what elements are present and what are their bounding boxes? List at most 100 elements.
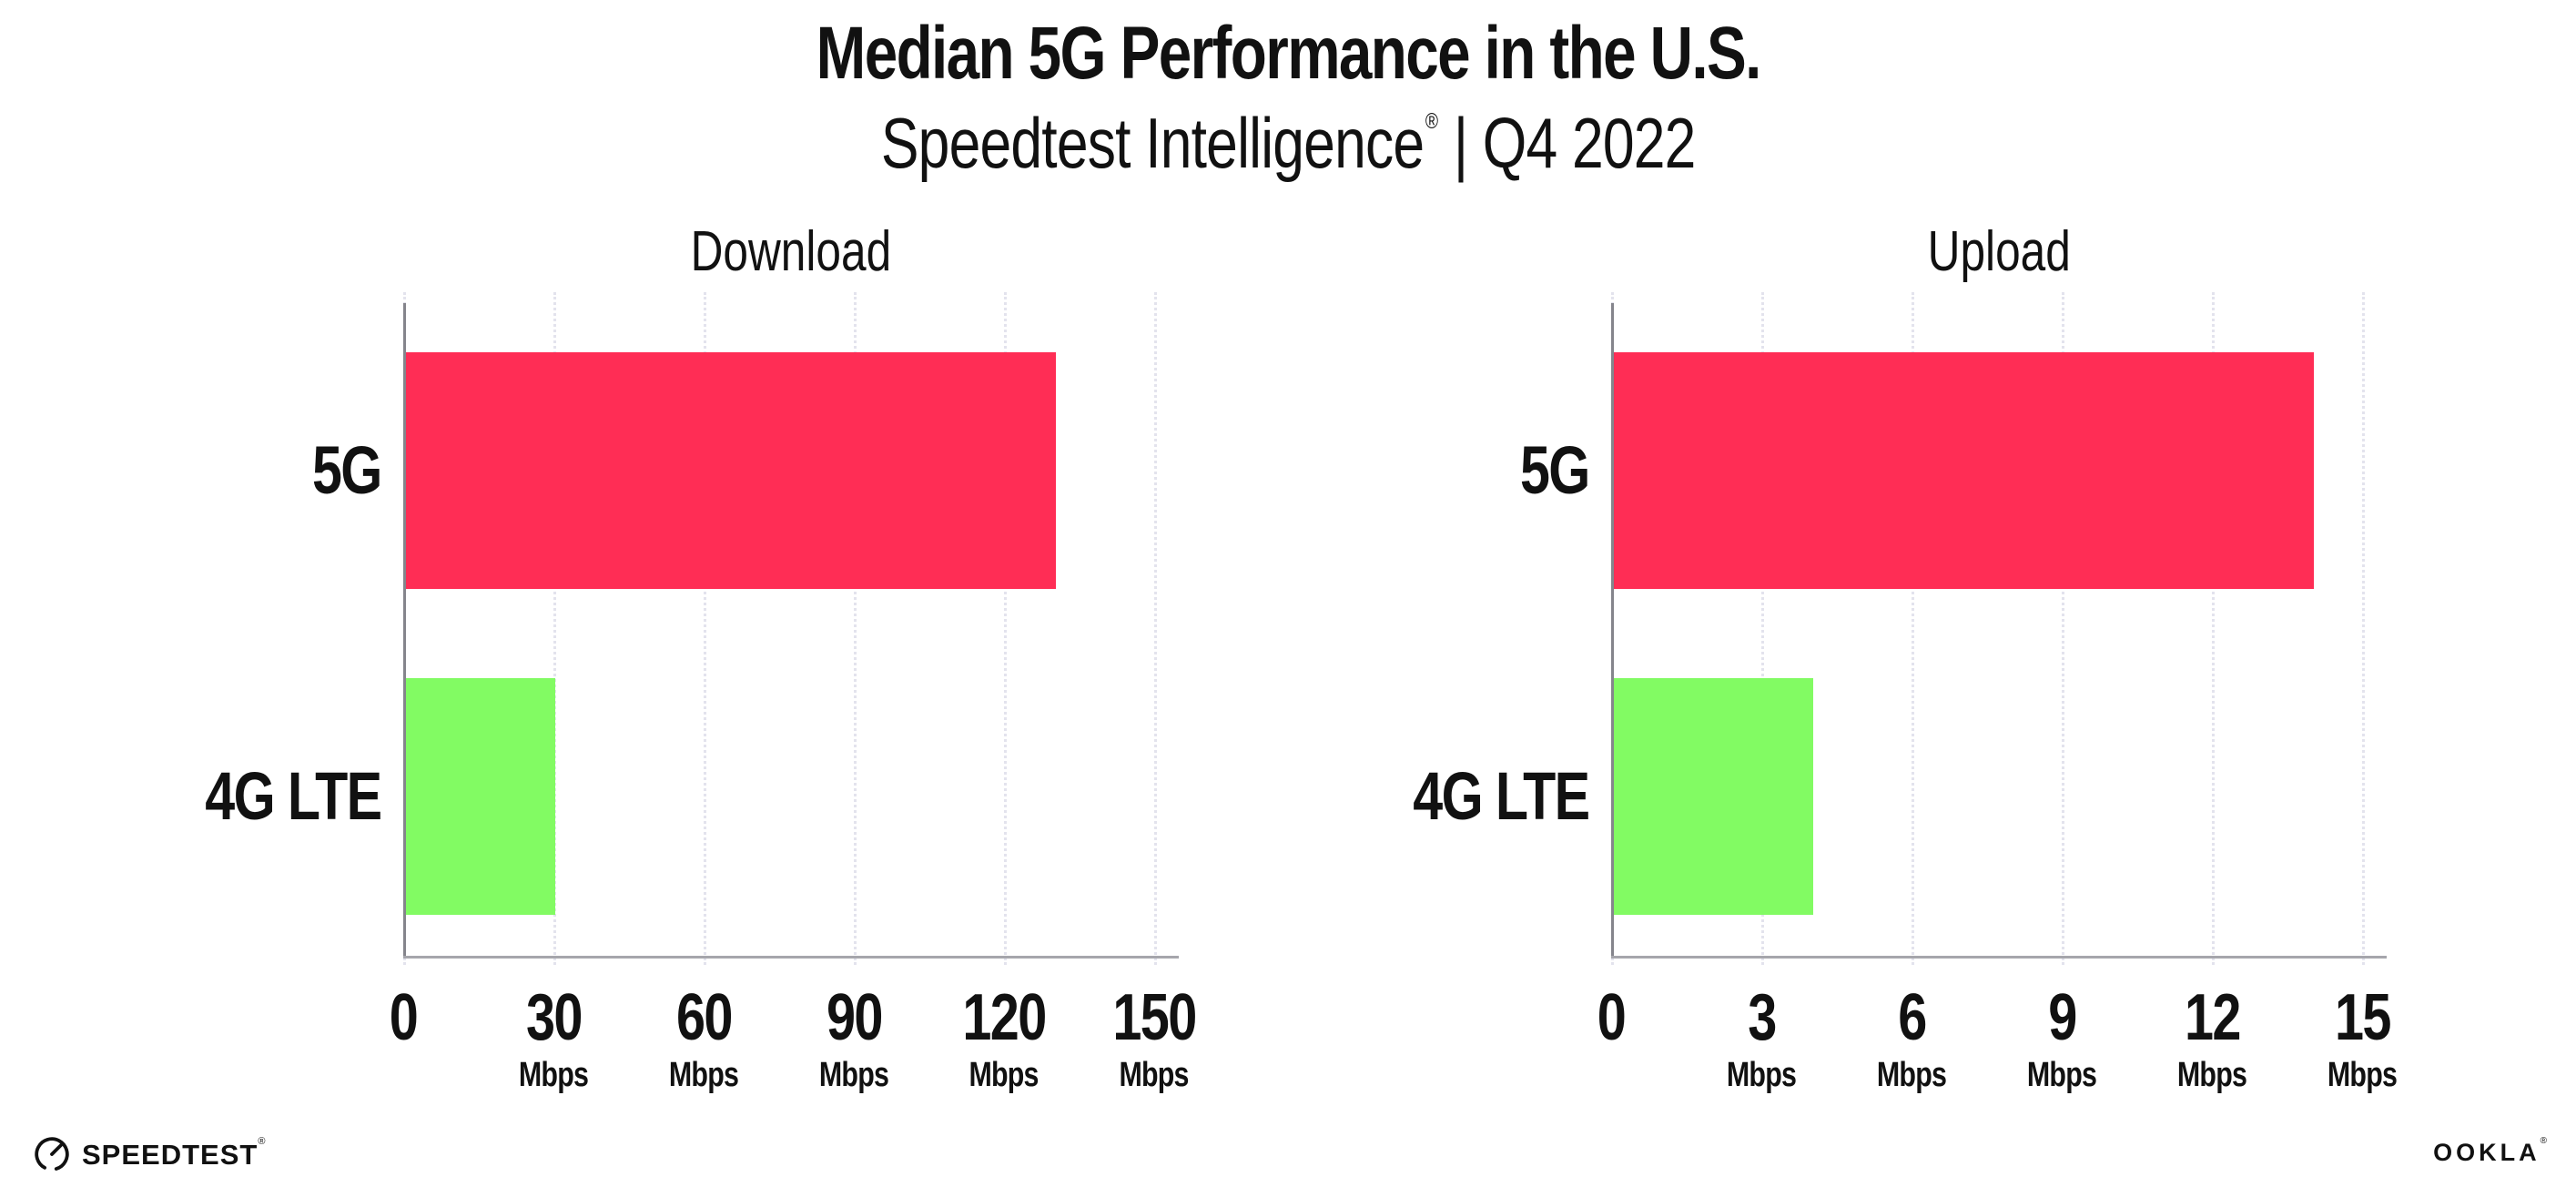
tick-label-15: 15 Mbps [2318, 985, 2405, 1092]
tick-label-30: 30 Mbps [510, 985, 596, 1092]
category-label-4g-lte: 4G LTE [1356, 678, 1591, 915]
tick-number: 9 [2018, 985, 2104, 1050]
tick-unit: Mbps [952, 1058, 1056, 1092]
tick-label-3: 3 Mbps [1718, 985, 1804, 1092]
gridline-30 [553, 292, 556, 965]
tick-unit-text: Mbps [1726, 1056, 1797, 1094]
tick-label-90: 90 Mbps [810, 985, 897, 1092]
tick-number-text: 0 [1597, 981, 1627, 1054]
tick-number: 15 [2318, 985, 2405, 1050]
bar-5g [405, 352, 1056, 589]
tick-unit: Mbps [2018, 1058, 2104, 1092]
category-text-4g-lte: 4G LTE [1413, 758, 1591, 834]
tick-unit-text: Mbps [518, 1056, 589, 1094]
tick-number-text: 0 [389, 981, 419, 1054]
bar-4g-lte [405, 678, 555, 915]
page-subtitle: Speedtest Intelligence® | Q4 2022 [0, 107, 2576, 178]
tick-unit: Mbps [1868, 1058, 1954, 1092]
tick-number: 12 [2168, 985, 2255, 1050]
tick-number: 150 [1102, 985, 1206, 1050]
tick-label-150: 150 Mbps [1102, 985, 1206, 1092]
bar-4g-lte [1613, 678, 1813, 915]
page-title-text: Median 5G Performance in the U.S. [816, 12, 1761, 95]
tick-number-text: 60 [675, 981, 733, 1054]
tick-unit: Mbps [1102, 1058, 1206, 1092]
upload-y-axis [1611, 303, 1614, 956]
tick-label-0: 0 [1594, 985, 1628, 1050]
tick-unit-text: Mbps [1119, 1056, 1190, 1094]
tick-unit-text: Mbps [668, 1056, 739, 1094]
tick-number-text: 150 [1112, 981, 1197, 1054]
gridline-60 [704, 292, 706, 965]
chart-title-upload-text: Upload [1927, 220, 2071, 283]
ookla-logo: OOKLA® [2433, 1137, 2547, 1166]
gridline-120 [1004, 292, 1007, 965]
registered-mark: ® [1425, 109, 1438, 134]
tick-number: 60 [660, 985, 746, 1050]
speedtest-trademark: ® [258, 1135, 267, 1147]
tick-number-text: 6 [1897, 981, 1927, 1054]
tick-label-12: 12 Mbps [2168, 985, 2255, 1092]
upload-x-axis [1611, 956, 2387, 959]
tick-number-text: 30 [525, 981, 583, 1054]
speedtest-wordmark-text: SPEEDTEST [82, 1138, 259, 1171]
upload-plot-area [1611, 292, 2387, 965]
category-text-5g: 5G [1520, 432, 1590, 508]
tick-unit-text: Mbps [1876, 1056, 1947, 1094]
tick-unit-text: Mbps [2327, 1056, 2398, 1094]
ookla-trademark: ® [2540, 1136, 2547, 1146]
gridline-12 [2212, 292, 2215, 965]
gridline-150 [1154, 292, 1157, 965]
tick-unit: Mbps [2168, 1058, 2255, 1092]
gridline-3 [1761, 292, 1764, 965]
chart-title-download-text: Download [690, 220, 892, 283]
subtitle-brand: Speedtest Intelligence [880, 103, 1425, 183]
download-x-axis [403, 956, 1179, 959]
tick-label-120: 120 Mbps [952, 985, 1056, 1092]
tick-unit-text: Mbps [969, 1056, 1040, 1094]
ookla-wordmark-text: OOKLA [2433, 1139, 2541, 1166]
tick-unit-text: Mbps [818, 1056, 889, 1094]
bar-5g [1613, 352, 2314, 589]
upload-chart: Upload 0 3 Mbps 6 Mbps 9 Mbps 12 Mbps 15 Mbps 5G 4G … [1356, 218, 2567, 1138]
category-label-5g: 5G [148, 352, 382, 589]
tick-number: 3 [1718, 985, 1804, 1050]
tick-unit: Mbps [1718, 1058, 1804, 1092]
page-title: Median 5G Performance in the U.S. [0, 16, 2576, 91]
tick-number: 0 [386, 985, 421, 1050]
tick-unit: Mbps [810, 1058, 897, 1092]
tick-unit: Mbps [660, 1058, 746, 1092]
tick-unit-text: Mbps [2176, 1056, 2247, 1094]
tick-label-9: 9 Mbps [2018, 985, 2104, 1092]
speedtest-wordmark: SPEEDTEST® [82, 1136, 266, 1171]
tick-number: 6 [1868, 985, 1954, 1050]
tick-number: 0 [1594, 985, 1628, 1050]
gridline-15 [2362, 292, 2365, 965]
tick-number-text: 9 [2047, 981, 2077, 1054]
tick-unit: Mbps [2318, 1058, 2405, 1092]
gridline-6 [1912, 292, 1914, 965]
category-label-4g-lte: 4G LTE [148, 678, 383, 915]
download-chart: Download 0 30 Mbps 60 Mbps 90 Mbps 120 Mbps 150 Mb… [148, 218, 1359, 1138]
tick-label-6: 6 Mbps [1868, 985, 1954, 1092]
tick-number-text: 120 [962, 981, 1047, 1054]
gridline-90 [854, 292, 857, 965]
category-text-4g-lte: 4G LTE [205, 758, 383, 834]
chart-title-upload: Upload [1611, 224, 2387, 280]
tick-number: 120 [952, 985, 1056, 1050]
tick-label-0: 0 [386, 985, 421, 1050]
speedtest-gauge-icon [35, 1137, 69, 1172]
tick-unit-text: Mbps [2026, 1056, 2097, 1094]
tick-number-text: 3 [1747, 981, 1777, 1054]
gridline-9 [2062, 292, 2064, 965]
download-y-axis [403, 303, 406, 956]
chart-title-download: Download [403, 224, 1179, 280]
tick-number: 90 [810, 985, 897, 1050]
download-plot-area [403, 292, 1179, 965]
tick-number-text: 15 [2334, 981, 2391, 1054]
tick-number-text: 90 [826, 981, 883, 1054]
subtitle-period: | Q4 2022 [1453, 103, 1697, 183]
category-label-5g: 5G [1356, 352, 1590, 589]
speedtest-logo: SPEEDTEST® [33, 1135, 266, 1173]
